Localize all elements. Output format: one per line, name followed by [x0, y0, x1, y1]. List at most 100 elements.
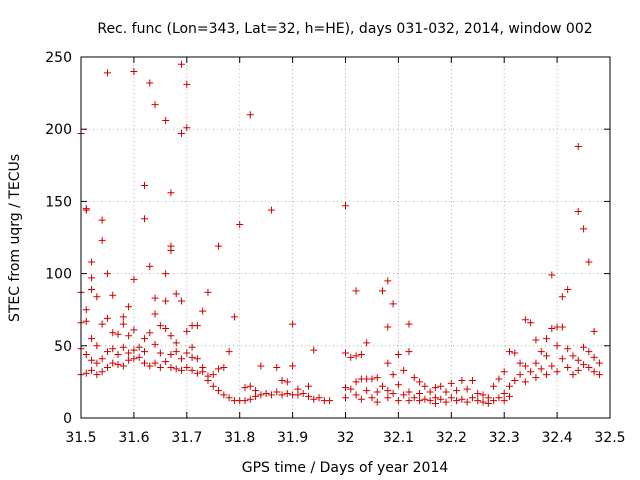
data-point: [178, 366, 186, 374]
data-point: [162, 297, 170, 305]
data-point: [178, 60, 186, 68]
data-point: [193, 369, 201, 377]
data-point: [384, 277, 392, 285]
data-point: [379, 382, 387, 390]
data-point: [431, 400, 439, 408]
data-point: [119, 320, 127, 328]
data-point: [135, 343, 143, 351]
data-point: [178, 297, 186, 305]
data-point: [426, 388, 434, 396]
data-point: [590, 327, 598, 335]
data-point: [585, 258, 593, 266]
data-point: [225, 348, 233, 356]
data-point: [178, 130, 186, 138]
data-point: [283, 378, 291, 386]
data-point: [135, 353, 143, 361]
data-point: [246, 395, 254, 403]
data-point: [511, 376, 519, 384]
data-point: [505, 392, 513, 400]
y-axis-label: STEC from uqrg / TECUs: [7, 154, 23, 322]
data-point: [162, 358, 170, 366]
data-point: [98, 368, 106, 376]
data-point: [516, 371, 524, 379]
data-point: [103, 314, 111, 322]
data-point: [283, 389, 291, 397]
data-point: [267, 206, 275, 214]
data-point: [167, 246, 175, 254]
data-point: [241, 397, 249, 405]
data-point: [215, 242, 223, 250]
data-point: [363, 387, 371, 395]
data-point: [289, 362, 297, 370]
data-point: [558, 323, 566, 331]
data-point: [257, 362, 265, 370]
data-point: [119, 343, 127, 351]
data-point: [82, 306, 90, 314]
data-point: [421, 382, 429, 390]
data-point: [151, 310, 159, 318]
data-point: [257, 391, 265, 399]
data-point: [474, 397, 482, 405]
x-tick-label: 32.2: [436, 430, 467, 446]
data-point: [93, 293, 101, 301]
data-point: [543, 371, 551, 379]
data-point: [442, 388, 450, 396]
data-point: [93, 371, 101, 379]
data-point: [88, 366, 96, 374]
data-point: [278, 376, 286, 384]
x-axis-label: GPS time / Days of year 2014: [242, 460, 449, 476]
data-point: [595, 359, 603, 367]
data-point: [167, 332, 175, 340]
data-point: [167, 363, 175, 371]
data-point: [394, 397, 402, 405]
data-point: [585, 363, 593, 371]
data-point: [389, 300, 397, 308]
data-point: [532, 336, 540, 344]
data-point: [119, 362, 127, 370]
data-point: [590, 353, 598, 361]
data-point: [574, 208, 582, 216]
data-point: [109, 291, 117, 299]
data-point: [416, 389, 424, 397]
data-point: [405, 348, 413, 356]
data-point: [527, 319, 535, 327]
data-point: [342, 384, 349, 392]
data-point: [82, 206, 90, 214]
data-point: [521, 362, 529, 370]
data-point: [458, 395, 466, 403]
data-point: [357, 350, 365, 358]
data-point: [574, 366, 582, 374]
data-point: [146, 329, 154, 337]
data-point: [220, 363, 228, 371]
data-point: [262, 389, 270, 397]
data-point: [342, 202, 349, 210]
data-point: [209, 371, 217, 379]
data-point: [352, 378, 360, 386]
data-point: [342, 394, 349, 402]
data-point: [479, 391, 487, 399]
data-point: [146, 79, 154, 87]
data-point: [405, 320, 413, 328]
data-point: [521, 378, 529, 386]
data-point: [172, 339, 180, 347]
data-point: [140, 182, 148, 190]
data-point: [511, 349, 519, 357]
x-tick-label: 31.7: [171, 430, 202, 446]
data-point: [162, 117, 170, 125]
data-point: [431, 384, 439, 392]
data-point: [140, 215, 148, 223]
data-point: [410, 374, 418, 382]
data-point: [532, 359, 540, 367]
data-point: [548, 271, 556, 279]
data-point: [437, 395, 445, 403]
chart-title: Rec. func (Lon=343, Lat=32, h=HE), days …: [97, 21, 592, 37]
data-point: [569, 352, 577, 360]
data-point: [527, 368, 535, 376]
y-tick-label: 250: [45, 50, 72, 66]
data-point: [516, 359, 524, 367]
data-point: [453, 387, 461, 395]
y-tick-label: 0: [63, 411, 72, 427]
data-point: [310, 395, 318, 403]
data-point: [230, 313, 238, 321]
